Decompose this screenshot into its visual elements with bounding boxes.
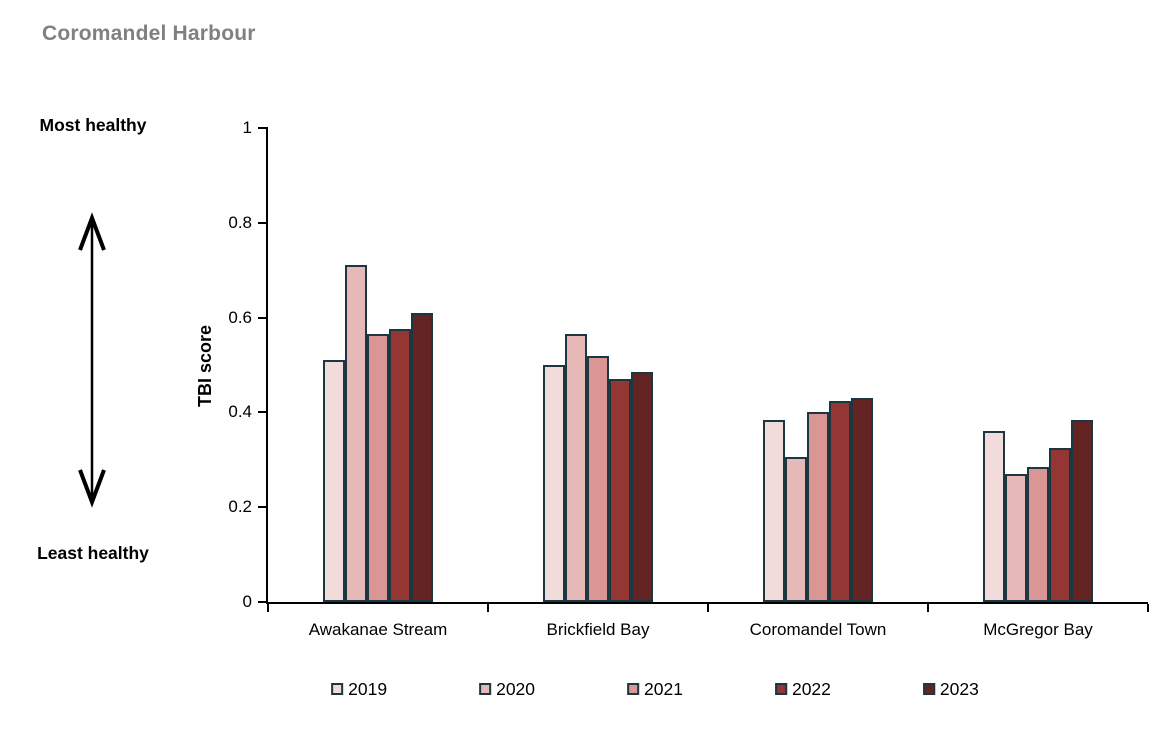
y-tick-label: 0.8: [228, 212, 252, 232]
y-tick-label: 0.2: [228, 497, 252, 517]
bar: [1027, 466, 1049, 602]
y-axis-line: [266, 127, 268, 604]
bar: [829, 400, 851, 602]
bar: [565, 334, 587, 602]
bar: [851, 398, 873, 602]
legend-swatch: [479, 683, 492, 695]
bar: [411, 312, 433, 602]
legend-swatch: [331, 683, 344, 695]
legend-swatch: [774, 683, 787, 695]
bar: [367, 334, 389, 602]
bar: [543, 365, 565, 602]
x-axis-line: [266, 602, 1148, 604]
legend-label: 2020: [496, 679, 536, 699]
most-healthy-label: Most healthy: [39, 115, 147, 135]
legend-item: 2022: [774, 679, 831, 699]
legend-item: 2021: [627, 679, 683, 699]
chart-title: Coromandel Harbour: [42, 22, 256, 45]
bar: [1071, 419, 1093, 602]
bar: [983, 431, 1005, 602]
x-tick: [267, 604, 269, 612]
y-tick: [258, 601, 266, 603]
x-tick: [707, 604, 709, 612]
y-tick-label: 0: [242, 592, 252, 611]
y-tick: [258, 127, 266, 129]
y-tick: [258, 221, 266, 224]
bar: [785, 457, 807, 602]
bar: [323, 360, 345, 602]
legend-label: 2021: [644, 679, 683, 699]
bar: [389, 329, 411, 602]
category-label: McGregor Bay: [983, 620, 1093, 639]
bar: [631, 372, 653, 602]
category-label: Brickfield Bay: [546, 620, 650, 639]
least-healthy-label: Least healthy: [37, 543, 149, 563]
legend-item: 2020: [479, 679, 535, 699]
legend-label: 2022: [791, 679, 831, 699]
healthy-scale-arrow-icon: [78, 212, 106, 508]
x-tick: [1147, 604, 1149, 612]
legend-swatch: [922, 683, 935, 695]
x-tick: [487, 604, 489, 612]
category-label: Awakanae Stream: [308, 620, 448, 639]
y-tick: [258, 506, 266, 509]
category-label: Coromandel Town: [749, 620, 887, 639]
legend-label: 2023: [939, 679, 979, 699]
bar: [1005, 474, 1027, 602]
legend-swatch: [627, 683, 640, 695]
legend-item: 2019: [331, 679, 387, 699]
y-tick-label: 1: [242, 118, 252, 137]
bar: [763, 419, 785, 602]
legend-item: 2023: [922, 679, 979, 699]
bar: [345, 265, 367, 602]
bar: [587, 355, 609, 602]
legend: 2019 2020 2021 2022 2023: [331, 679, 979, 699]
y-tick: [258, 411, 266, 414]
bar: [609, 379, 631, 602]
legend-label: 2019: [348, 679, 388, 699]
bar: [1049, 447, 1071, 602]
y-tick: [258, 316, 266, 319]
bar: [807, 412, 829, 602]
y-axis-title: TBI score: [195, 324, 215, 408]
x-tick: [927, 604, 929, 612]
